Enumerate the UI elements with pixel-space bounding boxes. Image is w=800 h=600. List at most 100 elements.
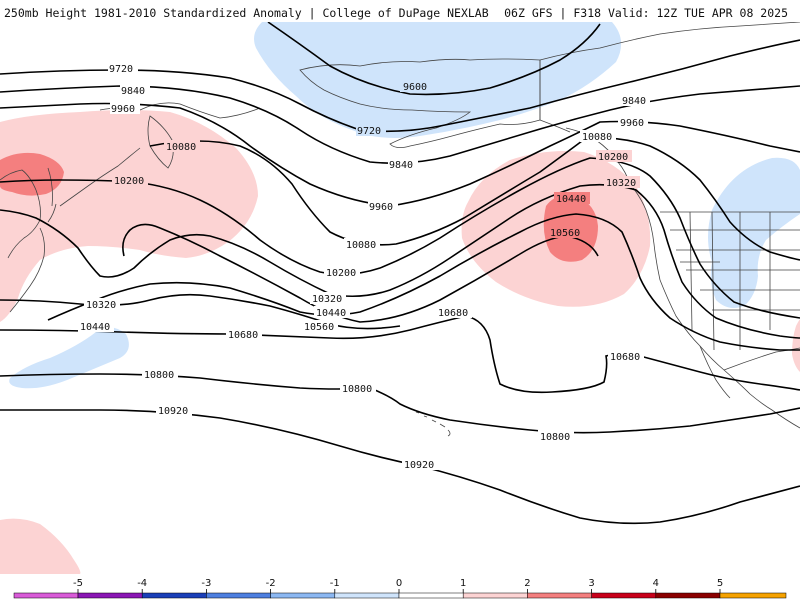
colorbar-tick-label: 2 — [524, 578, 530, 589]
map-title: 250mb Height 1981-2010 Standardized Anom… — [4, 6, 489, 20]
contour-10920 — [0, 409, 800, 525]
hawaiian-islands — [415, 411, 451, 437]
label-bg — [108, 62, 138, 74]
label-bg — [356, 124, 386, 136]
label-bg — [368, 200, 398, 212]
contour-label-10800: 10800 — [144, 370, 174, 381]
label-bg — [618, 116, 648, 128]
contour-label-10320: 10320 — [606, 178, 636, 189]
contour-label-10080: 10080 — [166, 142, 196, 153]
colorbar-band — [527, 592, 592, 599]
colorbar-bands — [13, 592, 787, 599]
label-bg — [554, 192, 590, 204]
contour-10080 — [149, 136, 800, 261]
contour-9960 — [0, 102, 800, 207]
colorbar-tick-label: 3 — [588, 578, 594, 589]
colorbar-tick-label: 4 — [653, 578, 659, 589]
label-bg — [164, 140, 200, 152]
anomaly-shading — [0, 22, 800, 574]
label-bg — [340, 382, 376, 394]
contour-label-9840: 9840 — [622, 96, 646, 107]
colorbar-tick-label: -2 — [266, 578, 276, 589]
contour-10800 — [0, 373, 800, 434]
label-bg — [226, 328, 262, 340]
colorbar-tick-label: -4 — [137, 578, 147, 589]
label-bg — [344, 238, 380, 250]
label-bg — [112, 174, 148, 186]
contour-label-10920: 10920 — [158, 406, 188, 417]
contour-label-10920: 10920 — [404, 460, 434, 471]
contour-label-9720: 9720 — [357, 126, 381, 137]
contour-label-9720: 9720 — [109, 64, 133, 75]
contour-label-10080: 10080 — [346, 240, 376, 251]
contour-label-9840: 9840 — [389, 160, 413, 171]
alaska-coastline — [299, 58, 541, 148]
contour-label-9960: 9960 — [369, 202, 393, 213]
label-bg — [596, 150, 632, 162]
colorbar-band — [591, 592, 657, 599]
colorbar-band — [334, 592, 400, 599]
label-bg — [538, 430, 574, 442]
contour-labels: 9600 9720 9720 9840 9840 9840 9960 9960 … — [78, 62, 650, 471]
positive-anomaly-east-asia — [0, 110, 258, 322]
label-bg — [302, 320, 338, 332]
baja-peninsula — [699, 345, 731, 399]
label-bg — [620, 94, 650, 106]
contour-label-10800: 10800 — [342, 384, 372, 395]
label-bg — [156, 404, 192, 416]
contour-label-10680: 10680 — [610, 352, 640, 363]
sakhalin-kurils — [47, 147, 141, 207]
label-bg — [402, 458, 438, 470]
label-bg — [310, 292, 346, 304]
label-bg — [400, 80, 430, 92]
contour-label-9840: 9840 — [121, 86, 145, 97]
contour-10440 — [47, 213, 800, 351]
contour-label-9960: 9960 — [620, 118, 644, 129]
contour-label-10200: 10200 — [598, 152, 628, 163]
label-bg — [436, 306, 472, 318]
label-bg — [324, 266, 360, 278]
colorbar-band — [655, 592, 721, 599]
contour-label-9600: 9600 — [403, 82, 427, 93]
colorbar-tick-label: 1 — [460, 578, 466, 589]
negative-anomaly-central-pacific — [9, 327, 129, 389]
colorbar-band — [398, 592, 464, 599]
contour-label-10320: 10320 — [86, 300, 116, 311]
positive-anomaly-east-asia-core — [0, 152, 64, 196]
anomaly-colorbar: -5 -4 -3 -2 -1 0 1 2 3 4 5 — [13, 578, 787, 599]
colorbar-tick-label: -5 — [73, 578, 83, 589]
contour-10200 — [0, 157, 800, 319]
colorbar-band — [206, 592, 271, 599]
contour-label-10320: 10320 — [312, 294, 342, 305]
contour-label-10080: 10080 — [582, 132, 612, 143]
colorbar-tick-label: 0 — [396, 578, 402, 589]
label-bg — [604, 176, 640, 188]
contour-label-10200: 10200 — [114, 176, 144, 187]
kamchatka — [147, 115, 174, 169]
label-bg — [142, 368, 178, 380]
contour-label-10440: 10440 — [80, 322, 110, 333]
label-bg — [120, 84, 150, 96]
positive-anomaly-southeast — [792, 319, 800, 372]
colorbar-tick-label: -1 — [330, 578, 340, 589]
colorbar-tick-labels: -5 -4 -3 -2 -1 0 1 2 3 4 5 — [73, 578, 723, 593]
contour-label-10560: 10560 — [550, 228, 580, 239]
arctic-coastline — [539, 22, 800, 61]
label-bg — [78, 320, 114, 332]
contour-label-10680: 10680 — [228, 330, 258, 341]
contour-9600 — [267, 22, 601, 96]
contour-label-10440: 10440 — [556, 194, 586, 205]
asia-coastline — [0, 169, 41, 259]
colorbar-band — [13, 592, 79, 599]
contour-10320 — [0, 183, 800, 339]
label-bg — [608, 350, 644, 362]
map-panel: 9600 9720 9720 9840 9840 9840 9960 9960 … — [0, 22, 800, 574]
contour-9720 — [0, 39, 800, 133]
colorbar-tick-label: -3 — [201, 578, 211, 589]
colorbar-band — [462, 592, 528, 599]
label-bg — [84, 298, 120, 310]
label-bg — [388, 158, 418, 170]
colorbar-band — [719, 592, 787, 599]
colorbar-band — [141, 592, 207, 599]
